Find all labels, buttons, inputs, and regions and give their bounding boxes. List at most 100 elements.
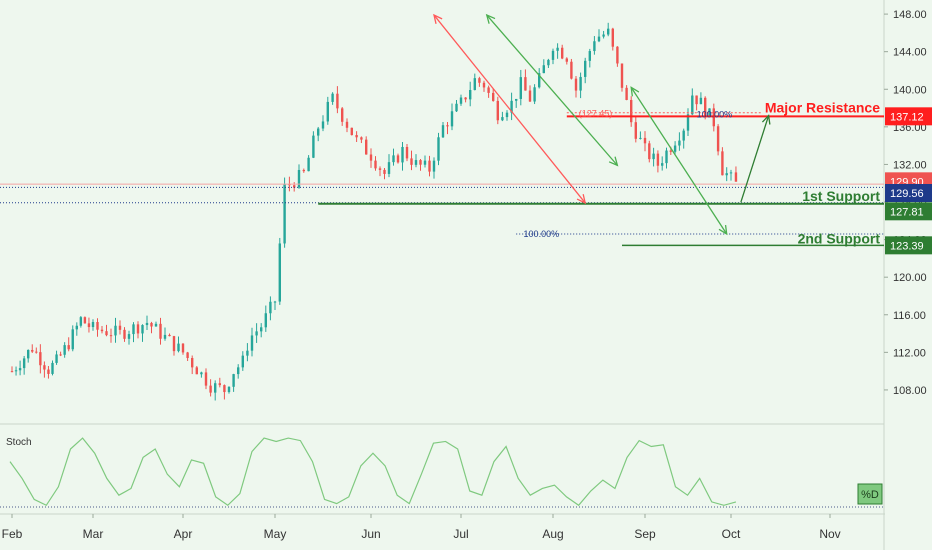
candle — [414, 154, 418, 168]
candle-body — [716, 126, 720, 152]
candle-body — [83, 317, 87, 324]
candle — [437, 132, 440, 166]
candle-body — [123, 329, 126, 339]
candle-body — [132, 324, 135, 335]
candle — [515, 98, 518, 108]
candle-body — [704, 97, 707, 117]
candle — [345, 118, 349, 133]
arrow-head-start — [630, 86, 640, 97]
candle-body — [441, 125, 445, 138]
candle — [55, 350, 58, 365]
candle-body — [114, 325, 117, 336]
candle-body — [331, 93, 334, 102]
candle — [410, 150, 413, 171]
candle-body — [326, 101, 329, 122]
candle-body — [288, 184, 291, 186]
candle-body — [729, 172, 733, 174]
candle — [593, 36, 596, 55]
candle — [227, 386, 231, 394]
candle — [721, 147, 724, 176]
candle — [71, 325, 74, 352]
candle — [195, 365, 198, 375]
candle — [181, 343, 185, 355]
candle — [22, 355, 26, 375]
time-tick-label: Jul — [453, 527, 468, 541]
candle-body — [312, 135, 315, 158]
candle-body — [510, 100, 513, 113]
candle — [132, 322, 135, 343]
candle — [661, 156, 664, 171]
candle-body — [556, 47, 559, 51]
candle-body — [341, 108, 344, 122]
candle — [47, 366, 50, 379]
candle-body — [302, 169, 305, 172]
price-badge-bg — [885, 107, 932, 126]
candle-body — [22, 358, 26, 369]
candle — [616, 46, 619, 67]
candle-body — [528, 90, 532, 102]
candle — [519, 69, 522, 106]
candle-body — [195, 367, 198, 375]
candle — [204, 368, 208, 390]
candle-body — [383, 169, 386, 174]
arrow-shaft — [433, 14, 586, 204]
candle-body — [686, 114, 690, 131]
candle-body — [455, 103, 458, 112]
candle-body — [469, 89, 472, 100]
candle — [109, 328, 113, 343]
candle — [441, 121, 445, 139]
candle-body — [428, 160, 431, 172]
candle-body — [18, 368, 22, 371]
candle-body — [241, 355, 244, 368]
candle-body — [616, 46, 619, 64]
time-tick-label: Oct — [722, 527, 741, 541]
candle-body — [387, 162, 391, 174]
candle — [232, 373, 235, 392]
candle-body — [378, 168, 382, 170]
candle-body — [611, 28, 614, 47]
stoch-d-badge: %D — [857, 483, 883, 505]
candle — [695, 95, 698, 111]
candle — [501, 111, 504, 122]
candle-body — [607, 28, 610, 35]
candle-body — [264, 313, 267, 328]
candle-body — [10, 371, 14, 373]
candle — [579, 72, 582, 99]
candle — [150, 321, 153, 334]
candle-body — [464, 97, 467, 100]
candle-body — [459, 97, 463, 104]
candle — [392, 148, 395, 166]
candle — [341, 106, 344, 126]
candle — [91, 319, 95, 331]
candle-body — [204, 372, 208, 386]
time-tick-label: May — [264, 527, 287, 541]
candle-body — [223, 385, 226, 393]
fib-projection-red-arrow — [433, 13, 587, 205]
candle — [278, 237, 281, 305]
candle — [63, 342, 66, 358]
fib-red-label: (127.45) — [579, 108, 613, 118]
candle-body — [542, 65, 545, 74]
candle-body — [273, 301, 277, 303]
candle-body — [634, 122, 637, 139]
candle-body — [396, 155, 400, 163]
candle — [241, 351, 244, 371]
candle-body — [691, 95, 694, 115]
second-support-label: 2nd Support — [798, 230, 881, 246]
candle-body — [39, 352, 42, 366]
candle — [524, 69, 527, 91]
candle-body — [55, 354, 58, 363]
candle-body — [515, 98, 518, 101]
candle-body — [214, 383, 217, 393]
candle — [446, 121, 449, 135]
candle-body — [345, 121, 349, 128]
candle-body — [43, 365, 46, 370]
candle-body — [297, 169, 301, 188]
time-tick-label: Nov — [819, 527, 840, 541]
candle — [365, 136, 368, 155]
candle-body — [492, 92, 495, 101]
candle-body — [260, 327, 263, 332]
arrow-head — [718, 224, 728, 236]
arrow-head — [608, 156, 619, 167]
